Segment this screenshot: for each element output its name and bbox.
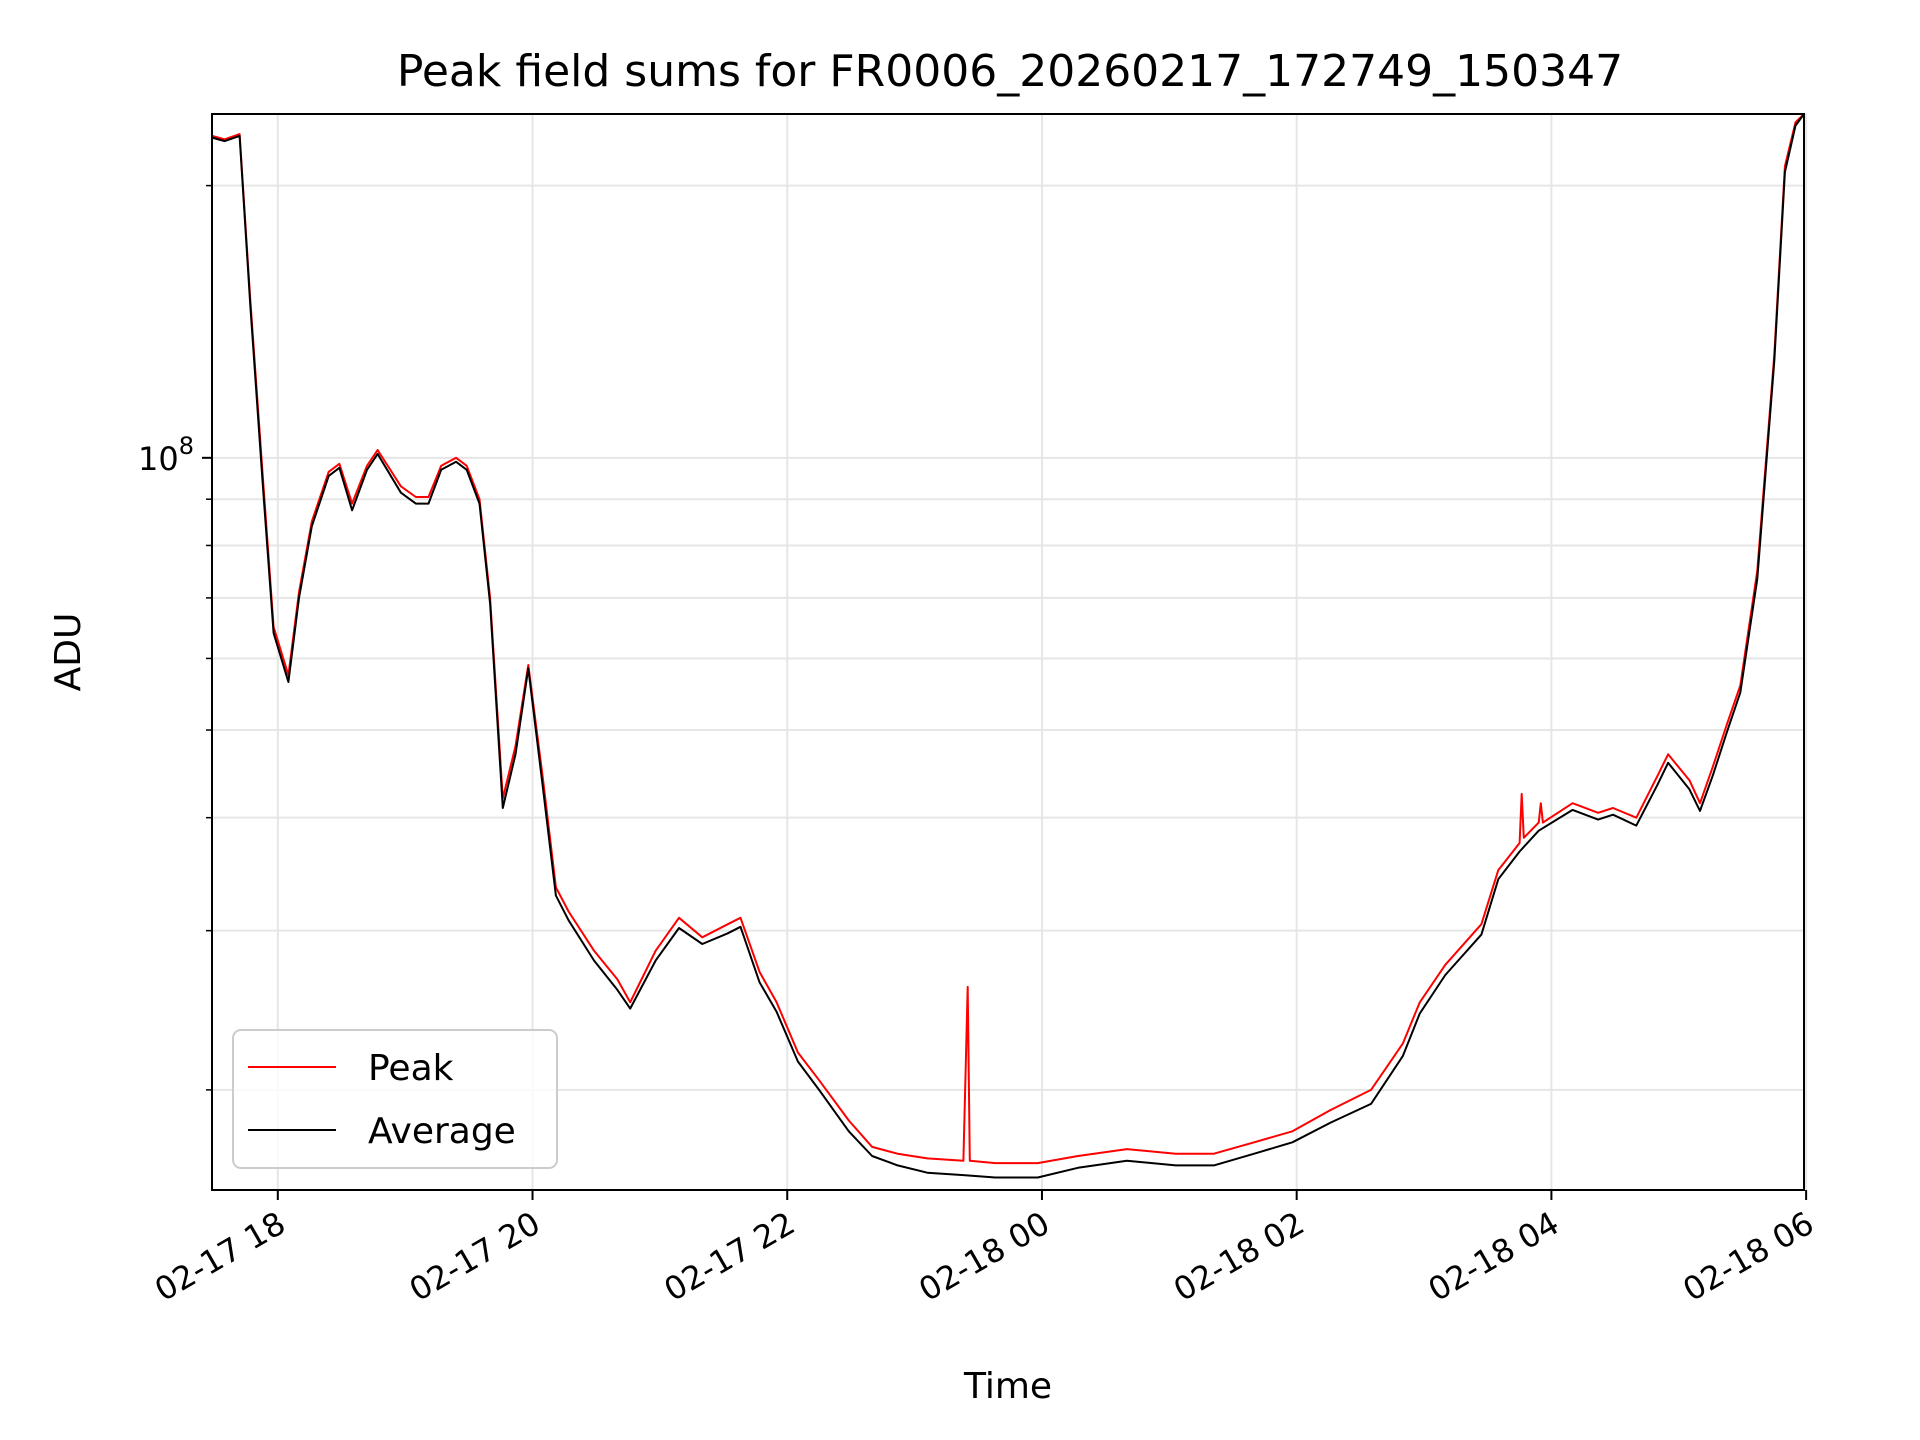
grid [212, 114, 1808, 1190]
y-axis-label: ADU [48, 613, 89, 692]
legend-label-average: Average [368, 1111, 516, 1152]
series-line-average [211, 113, 1805, 1179]
plot-frame [211, 113, 1805, 1191]
chart-title: Peak field sums for FR0006_20260217_1727… [397, 46, 1623, 97]
plot-lines [211, 113, 1805, 1179]
legend-box [232, 1029, 558, 1169]
y-tick-base: 10 [138, 440, 179, 478]
series-line-peak [211, 113, 1805, 1165]
legend-label-peak: Peak [368, 1048, 454, 1089]
y-tick-label: 108 [138, 432, 194, 478]
x-axis-label: Time [963, 1366, 1052, 1407]
y-tick-exponent: 8 [179, 432, 194, 460]
y-axis: 108 [138, 184, 212, 1091]
legend: Peak Average [232, 1029, 558, 1169]
